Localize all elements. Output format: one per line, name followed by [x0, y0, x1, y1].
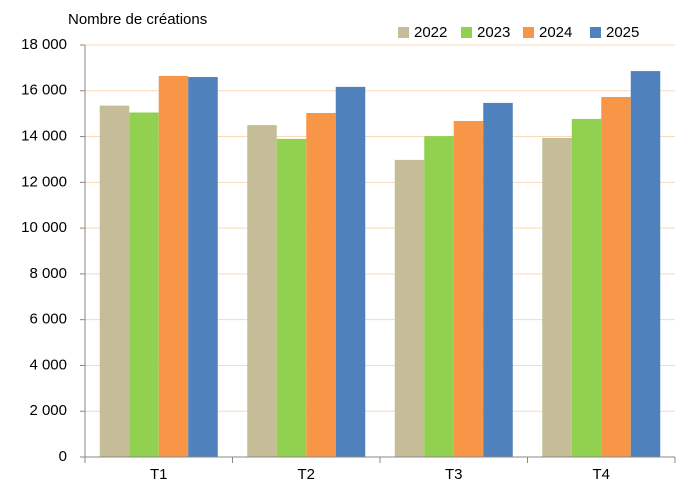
- legend-swatch: [398, 27, 409, 38]
- y-tick-label: 10 000: [21, 219, 67, 236]
- y-tick-label: 0: [59, 448, 67, 465]
- y-tick-label: 16 000: [21, 82, 67, 99]
- x-tick-label: T3: [445, 466, 463, 483]
- bar: [306, 112, 336, 457]
- bar: [483, 102, 513, 458]
- y-tick-label: 14 000: [21, 128, 67, 145]
- y-tick-label: 6 000: [29, 311, 67, 328]
- y-axis-title: Nombre de créations: [68, 11, 207, 28]
- legend-swatch: [523, 27, 534, 38]
- bar: [276, 138, 307, 457]
- bar: [601, 96, 631, 458]
- bar: [158, 75, 189, 458]
- bar: [453, 120, 484, 457]
- bar: [630, 71, 661, 458]
- bar: [394, 159, 425, 457]
- y-tick-label: 12 000: [21, 173, 67, 190]
- bar: [424, 136, 454, 457]
- legend-label: 2022: [414, 24, 447, 41]
- bar: [247, 125, 277, 457]
- legend-label: 2024: [539, 24, 572, 41]
- bar: [335, 86, 366, 458]
- y-tick-label: 2 000: [29, 402, 67, 419]
- y-tick-label: 8 000: [29, 265, 67, 282]
- y-tick-label: 4 000: [29, 356, 67, 373]
- legend-label: 2023: [477, 24, 510, 41]
- bar: [188, 77, 218, 458]
- x-tick-label: T2: [297, 466, 315, 483]
- legend-swatch: [590, 27, 601, 38]
- y-tick-label: 18 000: [21, 36, 67, 53]
- legend-swatch: [461, 27, 472, 38]
- legend-label: 2025: [606, 24, 639, 41]
- bar: [571, 118, 602, 457]
- x-tick-label: T1: [150, 466, 168, 483]
- bar: [99, 105, 130, 458]
- bar: [129, 112, 159, 458]
- bar: [542, 137, 572, 457]
- x-tick-label: T4: [592, 466, 610, 483]
